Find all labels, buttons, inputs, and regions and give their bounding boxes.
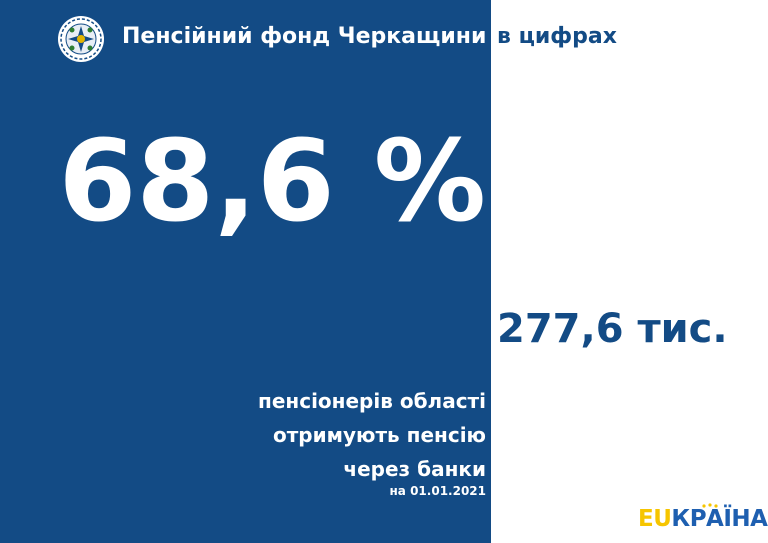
description-line: отримують пенсію bbox=[272, 423, 486, 447]
brand-stars-icon bbox=[702, 503, 718, 508]
pension-fund-emblem-icon bbox=[58, 16, 104, 62]
description: пенсіонерів області отримують пенсію чер… bbox=[258, 384, 486, 486]
description-line: через банки bbox=[343, 457, 486, 481]
brand-logo-part-eu: EU bbox=[638, 506, 672, 532]
blue-panel bbox=[0, 0, 491, 543]
pensioner-count: 277,6 тис. bbox=[497, 306, 728, 352]
percentage-value: 68,6 % bbox=[58, 117, 486, 247]
header-title: Пенсійний фонд Черкащини bbox=[122, 24, 487, 49]
brand-logo: EUКРАЇНА bbox=[638, 506, 768, 532]
date-label: на 01.01.2021 bbox=[389, 484, 486, 498]
description-line: пенсіонерів області bbox=[258, 389, 486, 413]
header-subtitle: в цифрах bbox=[497, 24, 617, 49]
brand-logo-part-ukraine: КРАЇНА bbox=[671, 506, 768, 532]
